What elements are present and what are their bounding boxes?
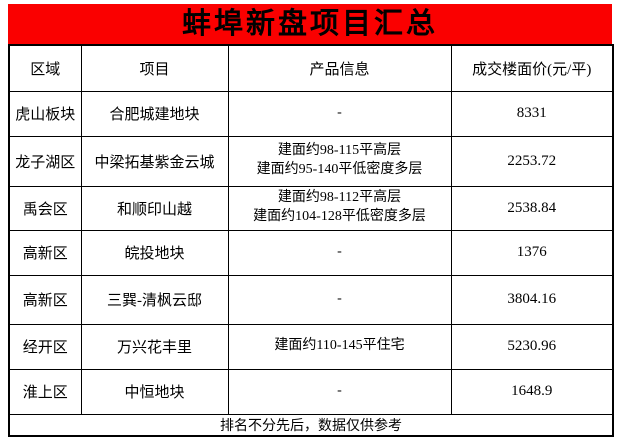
product-info-cell: 建面约98-115平高层 建面约95-140平低密度多层 (227, 135, 452, 187)
col-header-project: 项目 (80, 44, 229, 92)
product-info-cell: 建面约110-145平住宅 (227, 323, 452, 370)
title-banner: 蚌埠新盘项目汇总 (8, 4, 612, 44)
price-cell: 1376 (450, 229, 614, 276)
region-cell: 禹会区 (8, 185, 82, 231)
col-header-region: 区域 (8, 44, 82, 92)
price-cell: 5230.96 (450, 323, 614, 370)
summary-table-sheet: 蚌埠新盘项目汇总 区域 项目 产品信息 成交楼面价(元/平) 虎山板块 合肥城建… (8, 4, 614, 437)
price-cell: 1648.9 (450, 368, 614, 415)
product-info-line: 建面约98-112平高层 (277, 190, 402, 206)
table-row: 禹会区 和顺印山越 建面约98-112平高层 建面约104-128平低密度多层 … (8, 185, 614, 231)
price-cell: 2538.84 (450, 185, 614, 231)
product-info-line: - (337, 383, 342, 399)
region-cell: 淮上区 (8, 368, 82, 415)
project-cell: 中恒地块 (80, 368, 229, 415)
col-header-price: 成交楼面价(元/平) (450, 44, 614, 92)
product-info-line: 建面约98-115平高层 (277, 143, 402, 159)
product-info-cell: - (227, 274, 452, 325)
product-info-line: 建面约95-140平低密度多层 (256, 162, 423, 177)
product-info-line: 建面约110-145平住宅 (274, 338, 405, 354)
region-cell: 龙子湖区 (8, 135, 82, 187)
table-row: 龙子湖区 中梁拓基紫金云城 建面约98-115平高层 建面约95-140平低密度… (8, 135, 614, 187)
product-info-line: - (337, 291, 342, 307)
price-cell: 8331 (450, 90, 614, 137)
price-cell: 2253.72 (450, 135, 614, 187)
product-info-cell: - (227, 90, 452, 137)
footer-note: 排名不分先后，数据仅供参考 (8, 413, 614, 436)
project-cell: 皖投地块 (80, 229, 229, 276)
col-header-product-info: 产品信息 (227, 44, 452, 92)
project-cell: 中梁拓基紫金云城 (80, 135, 229, 187)
table-row: 经开区 万兴花丰里 建面约110-145平住宅 5230.96 (8, 323, 614, 370)
page-title: 蚌埠新盘项目汇总 (181, 8, 438, 40)
region-cell: 虎山板块 (8, 90, 82, 137)
product-info-line: - (337, 105, 342, 121)
table-row: 虎山板块 合肥城建地块 - 8331 (8, 90, 614, 137)
region-cell: 高新区 (8, 229, 82, 276)
project-cell: 合肥城建地块 (80, 90, 229, 137)
product-info-cell: - (227, 229, 452, 276)
project-cell: 和顺印山越 (80, 185, 229, 231)
footer-row: 排名不分先后，数据仅供参考 (8, 413, 614, 436)
table-row: 高新区 三巽-清枫云邸 - 3804.16 (8, 274, 614, 325)
region-cell: 经开区 (8, 323, 82, 370)
product-info-cell: 建面约98-112平高层 建面约104-128平低密度多层 (227, 185, 452, 231)
table-row: 淮上区 中恒地块 - 1648.9 (8, 368, 614, 415)
product-info-line: - (337, 244, 342, 260)
region-cell: 高新区 (8, 274, 82, 325)
projects-table: 区域 项目 产品信息 成交楼面价(元/平) 虎山板块 合肥城建地块 - 8331… (8, 44, 614, 437)
header-row: 区域 项目 产品信息 成交楼面价(元/平) (8, 44, 614, 92)
price-cell: 3804.16 (450, 274, 614, 325)
project-cell: 万兴花丰里 (80, 323, 229, 370)
product-info-cell: - (227, 368, 452, 415)
product-info-line: 建面约104-128平低密度多层 (253, 209, 426, 224)
table-row: 高新区 皖投地块 - 1376 (8, 229, 614, 276)
project-cell: 三巽-清枫云邸 (80, 274, 229, 325)
